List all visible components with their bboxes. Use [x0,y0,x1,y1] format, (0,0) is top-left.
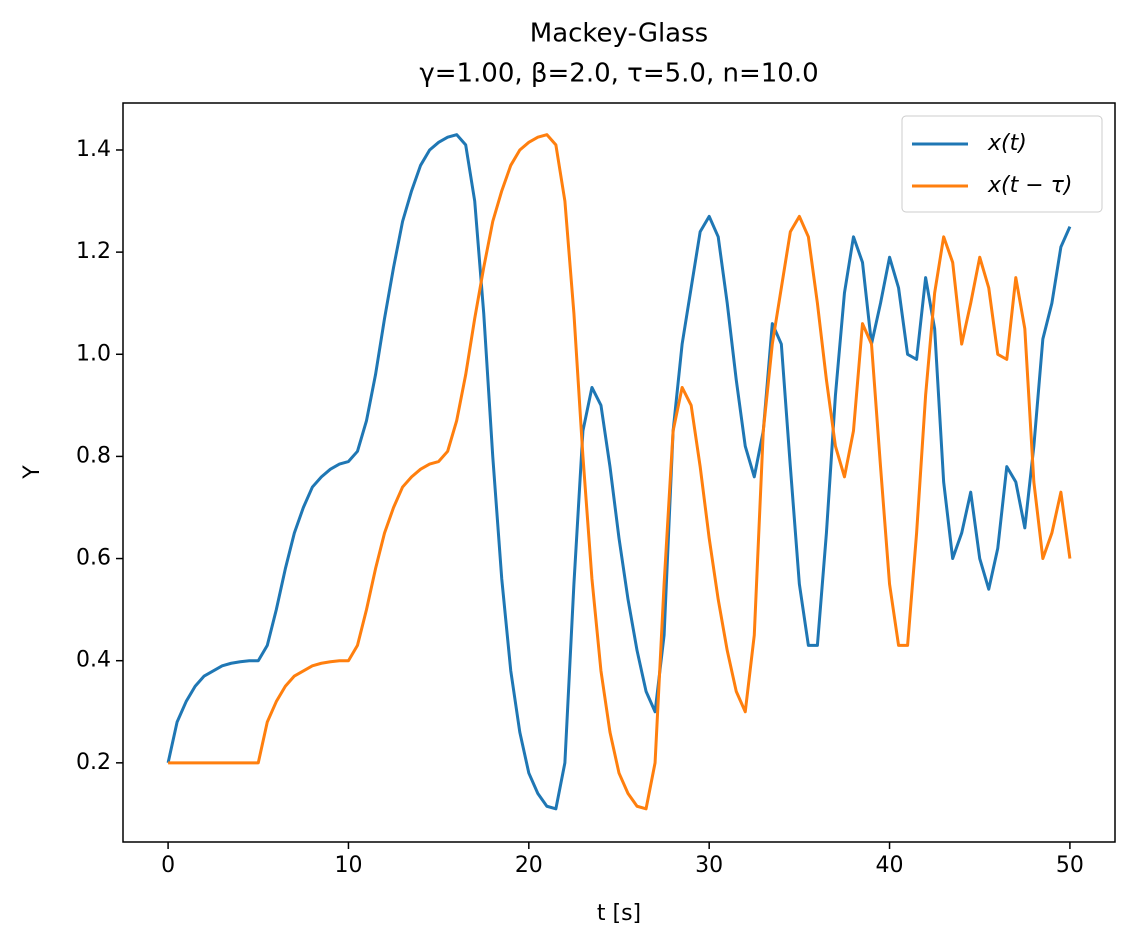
x-tick-label: 50 [1056,853,1084,878]
series-line [168,133,1072,811]
y-tick-label: 1.0 [76,341,111,366]
chart-title: Mackey-Glass [530,19,708,49]
plot-frame [122,102,1116,843]
y-axis-label: Y [20,465,45,480]
x-tick-label: 40 [876,853,904,878]
legend-box [901,115,1103,213]
legend-label: x(t − τ) [987,173,1072,198]
chart-subtitle: γ=1.00, β=2.0, τ=5.0, n=10.0 [419,59,818,89]
x-tick-label: 30 [695,853,723,878]
x-axis-label: t [s] [597,901,641,926]
series-line [166,133,1072,811]
x-tick-label: 20 [515,853,543,878]
legend-label: x(t) [987,131,1027,156]
x-tick-label: 0 [161,853,175,878]
y-tick-label: 0.4 [76,648,111,673]
x-tick-label: 10 [334,853,362,878]
y-tick-label: 1.4 [76,137,111,162]
y-tick-label: 0.8 [76,443,111,468]
y-tick-label: 0.2 [76,750,111,775]
y-tick-label: 0.6 [76,546,111,571]
y-tick-label: 1.2 [76,239,111,264]
